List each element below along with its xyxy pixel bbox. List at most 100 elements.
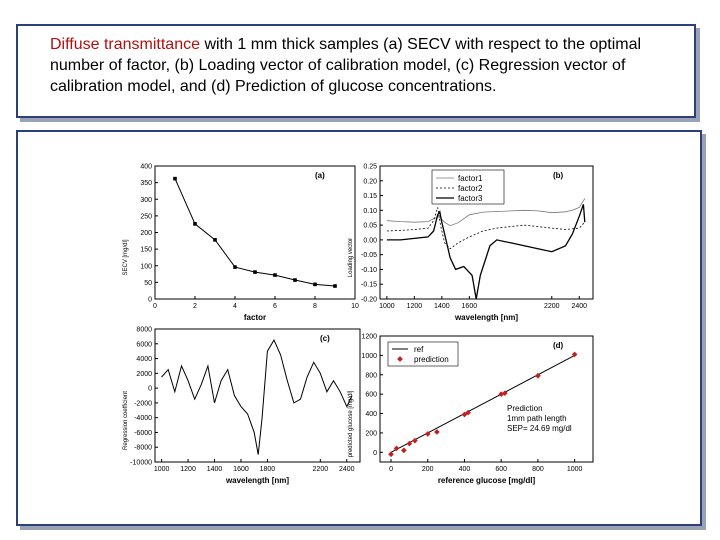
y-tick-label: 0.20 [363,178,377,185]
prediction-point [401,447,407,454]
y-tick-label: 1200 [361,334,377,341]
prediction-point [412,437,418,444]
panel-2: 1000 1200 1400 1600 2200 2400 -0.20 -0.15 -0.10 -… [348,164,594,322]
caption-rest: with 1 mm thick samples (a) SECV with re… [50,36,642,95]
y-tick-label: 1000 [361,353,377,360]
prediction-point [502,390,508,397]
y-axis-label: Regression coefficient [123,391,129,450]
reference-line [390,354,575,453]
figure-box: 0 2 4 6 8 10 0 50 100 150 200 250 300 350 400 factor SEC… [16,130,702,526]
legend-swatch [397,356,403,362]
x-tick-label: 600 [495,466,507,473]
y-tick-label: 600 [365,392,377,399]
panel-1: 0 2 4 6 8 10050100150200250300350400factorSEC… [123,164,359,323]
prediction-point [571,351,578,358]
y-tick-label: 400 [140,164,152,171]
y-tick-label: -8000 [134,445,152,452]
figure-svg: 0 2 4 6 8 10050100150200250300350400factorSEC… [123,164,594,485]
x-tick-label: 0 [153,303,157,310]
y-tick-label: 400 [365,411,377,418]
y-tick-label: -4000 [134,415,152,422]
prediction-point [406,440,413,447]
loading-line-factor2 [386,207,586,250]
y-tick-label: 800 [365,372,377,379]
panel-label: (d) [553,341,564,350]
prediction-annotation: Prediction [507,404,543,413]
y-tick-label: 4000 [136,356,152,363]
x-axis-label: wavelength [nm] [225,476,289,485]
secv-point [273,273,277,277]
x-tick-label: 1000 [567,466,583,473]
y-tick-label: 0.10 [363,208,377,215]
x-tick-label: 2200 [544,303,560,310]
x-tick-label: 1600 [462,303,478,310]
prediction-point [535,372,541,379]
secv-point [293,278,297,282]
y-tick-label: -2000 [134,400,152,407]
y-tick-label: 100 [140,263,152,270]
plot-frame [154,165,356,300]
panel-3: 1000 1200 1400 1600 1800 2200 2400 -10000 -8000 -… [123,327,361,485]
y-tick-label: 50 [144,280,152,287]
legend-entry: factor2 [458,184,483,193]
y-tick-label: -0.20 [361,297,377,304]
prediction-point [434,429,440,435]
legend-entry: ref [414,345,424,354]
y-tick-label: -6000 [134,430,152,437]
prediction-point [393,445,400,452]
legend-box [387,341,459,367]
regression-line [161,339,353,455]
x-tick-label: 0 [389,466,393,473]
x-tick-label: 1000 [154,466,170,473]
x-axis-label: factor [244,313,266,322]
y-tick-label: 0 [373,450,377,457]
caption-highlight: Diffuse transmittance [50,36,200,53]
x-tick-label: 1600 [233,466,249,473]
y-tick-label: 300 [140,197,152,204]
x-tick-label: 1200 [180,466,196,473]
y-tick-label: 150 [140,247,152,254]
loading-line-factor3 [386,204,586,300]
plot-frame [154,328,361,463]
panel-label: (c) [320,334,330,343]
y-tick-label: 0.25 [363,164,377,171]
x-tick-label: 1200 [407,303,423,310]
panel-4: 0 200 400 600 800 1000 0 200 400 600 800 1000 1200 re… [348,334,594,485]
y-tick-label: 250 [140,213,152,220]
secv-point [333,284,337,288]
secv-point [313,282,317,287]
y-tick-label: -0.15 [361,282,377,289]
y-tick-label: 350 [140,180,152,187]
x-axis-label: reference glucose [mg/dl] [438,476,536,485]
caption-box: Diffuse transmittance with 1 mm thick sa… [16,24,696,118]
y-tick-label: 2000 [136,371,152,378]
x-tick-label: 8 [313,303,317,310]
y-tick-label: 0.15 [363,193,377,200]
prediction-point [424,431,431,437]
y-tick-label: -10000 [130,460,152,467]
y-tick-label: 200 [365,430,377,437]
x-tick-label: 2400 [571,303,587,310]
prediction-annotation: 1mm path length [507,414,567,423]
secv-point [173,176,177,181]
y-tick-label: 0 [148,297,152,304]
y-tick-label: 8000 [136,327,152,334]
y-tick-label: 0.05 [363,223,377,230]
y-tick-label: 6000 [136,341,152,348]
legend-entry: factor1 [458,174,483,183]
y-tick-label: -0.05 [361,252,377,259]
x-tick-label: 800 [532,466,544,473]
plot-frame [379,335,594,463]
y-tick-label: 0.00 [363,237,377,244]
prediction-point [388,451,394,458]
y-axis-label: Loading vector [348,238,354,277]
secv-point [253,270,257,274]
legend-entry: prediction [414,355,449,364]
prediction-point [465,409,471,416]
x-axis-label: wavelength [nm] [454,313,518,322]
x-tick-label: 2200 [313,466,329,473]
secv-point [193,222,197,226]
prediction-annotation: SEP= 24.69 mg/dl [507,424,572,433]
x-tick-label: 1400 [434,303,450,310]
y-tick-label: -0.10 [361,267,377,274]
